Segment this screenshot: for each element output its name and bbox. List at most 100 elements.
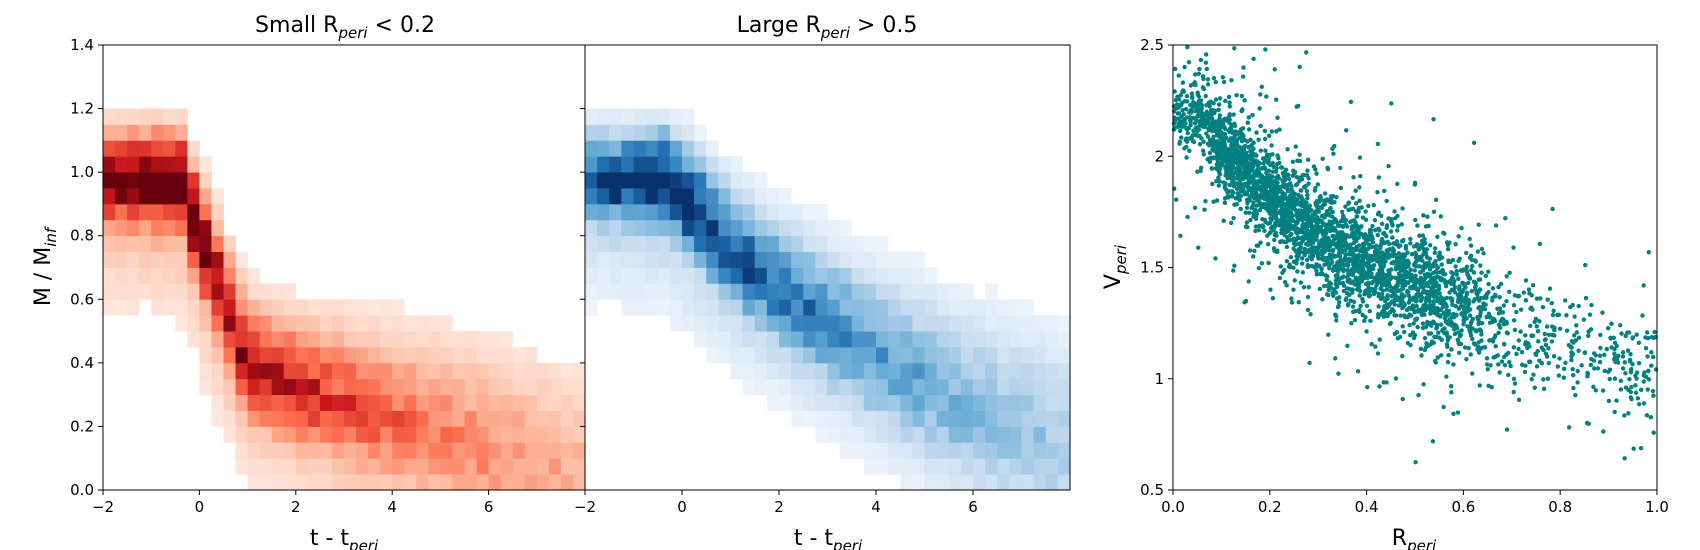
heatmap-cell [211,299,224,316]
scatter-point [1254,203,1259,208]
scatter-point [1246,178,1252,183]
heatmap-cell [1033,378,1047,396]
scatter-point [1267,230,1272,236]
heatmap-cell [259,474,273,491]
scatter-point [1305,192,1310,198]
heatmap-cell [791,219,804,237]
scatter-point [1468,328,1473,333]
heatmap-cell [888,251,901,268]
scatter-point [1448,383,1454,389]
scatter-point [1514,309,1519,315]
heatmap-cell [669,203,683,221]
heatmap-cell [730,219,744,237]
scatter-point [1479,338,1484,343]
heatmap-cell [960,394,974,411]
scatter-point [1533,351,1538,357]
heatmap-cell [960,331,974,348]
heatmap-cell [428,346,441,364]
heatmap-cell [223,410,236,427]
heatmap-cell [985,410,998,427]
scatter-point [1220,156,1225,161]
x-tick-label: 6 [484,498,494,516]
scatter-point [1557,326,1563,332]
heatmap-cell [103,299,116,316]
scatter-point [1637,402,1642,407]
scatter-point [1181,111,1186,117]
heatmap-cell [863,410,877,427]
heatmap-cell [235,426,248,443]
heatmap-cell [368,458,381,475]
heatmap-cell [247,283,261,300]
heatmap-cell [307,394,321,411]
heatmap-cell [151,156,164,173]
scatter-point [1246,127,1252,132]
scatter-point [1480,320,1485,326]
scatter-point [1288,219,1293,224]
scatter-point [1385,251,1391,257]
heatmap-cell [682,140,695,157]
heatmap-cell [187,172,200,189]
heatmap-cell [271,442,285,459]
scatter-point [1549,300,1555,306]
heatmap-cell [319,410,333,427]
scatter-point [1221,79,1227,85]
scatter-point [1314,272,1319,277]
scatter-point [1479,332,1484,337]
scatter-point [1454,323,1459,329]
scatter-point [1203,60,1209,65]
scatter-point [1587,312,1593,317]
scatter-point [1353,308,1358,314]
heatmap-cell [416,331,429,348]
heatmap-cell [452,426,465,443]
scatter-point [1472,284,1478,290]
heatmap-cell [682,235,695,252]
heatmap-cell [223,267,236,284]
heatmap-cell [103,156,116,173]
scatter-point [1408,306,1413,311]
scatter-point [1270,295,1276,301]
scatter-point [1575,368,1580,374]
scatter-point [1339,209,1345,215]
heatmap-cell [1057,394,1071,411]
scatter-point [1217,166,1223,172]
scatter-point [1405,340,1411,346]
scatter-point [1523,298,1529,303]
heatmap-cell [682,203,695,221]
scatter-point [1432,246,1438,251]
scatter-point [1451,411,1456,417]
heatmap-cell [380,331,393,348]
scatter-point [1438,214,1444,219]
scatter-point [1197,66,1202,72]
scatter-point [1301,211,1307,217]
heatmap-cell [585,156,598,173]
scatter-point [1340,223,1345,228]
scatter-point [1358,231,1363,236]
scatter-point [1429,304,1435,309]
heatmap-cell [271,458,285,475]
scatter-point [1479,270,1484,275]
heatmap-cell [718,267,731,284]
scatter-point [1349,257,1354,262]
heatmap-cell [669,156,683,173]
heatmap-cell [175,140,188,157]
scatter-point [1243,169,1248,174]
scatter-point [1364,303,1370,308]
scatter-point [1408,285,1413,290]
scatter-point [1414,316,1420,321]
heatmap-cell [585,219,598,237]
scatter-point [1210,147,1215,152]
scatter-point [1291,246,1296,251]
scatter-point [1511,318,1517,323]
scatter-point [1536,339,1541,344]
scatter-point [1426,298,1431,303]
heatmap-cell [476,378,489,396]
scatter-point [1205,157,1210,162]
heatmap-cell [766,267,780,284]
heatmap-cell [742,235,756,252]
scatter-point [1291,259,1297,265]
scatter-point [1438,322,1444,327]
scatter-point [1223,187,1229,192]
heatmap-cell [1009,346,1022,364]
scatter-point [1175,111,1180,116]
scatter-point [1376,304,1381,309]
